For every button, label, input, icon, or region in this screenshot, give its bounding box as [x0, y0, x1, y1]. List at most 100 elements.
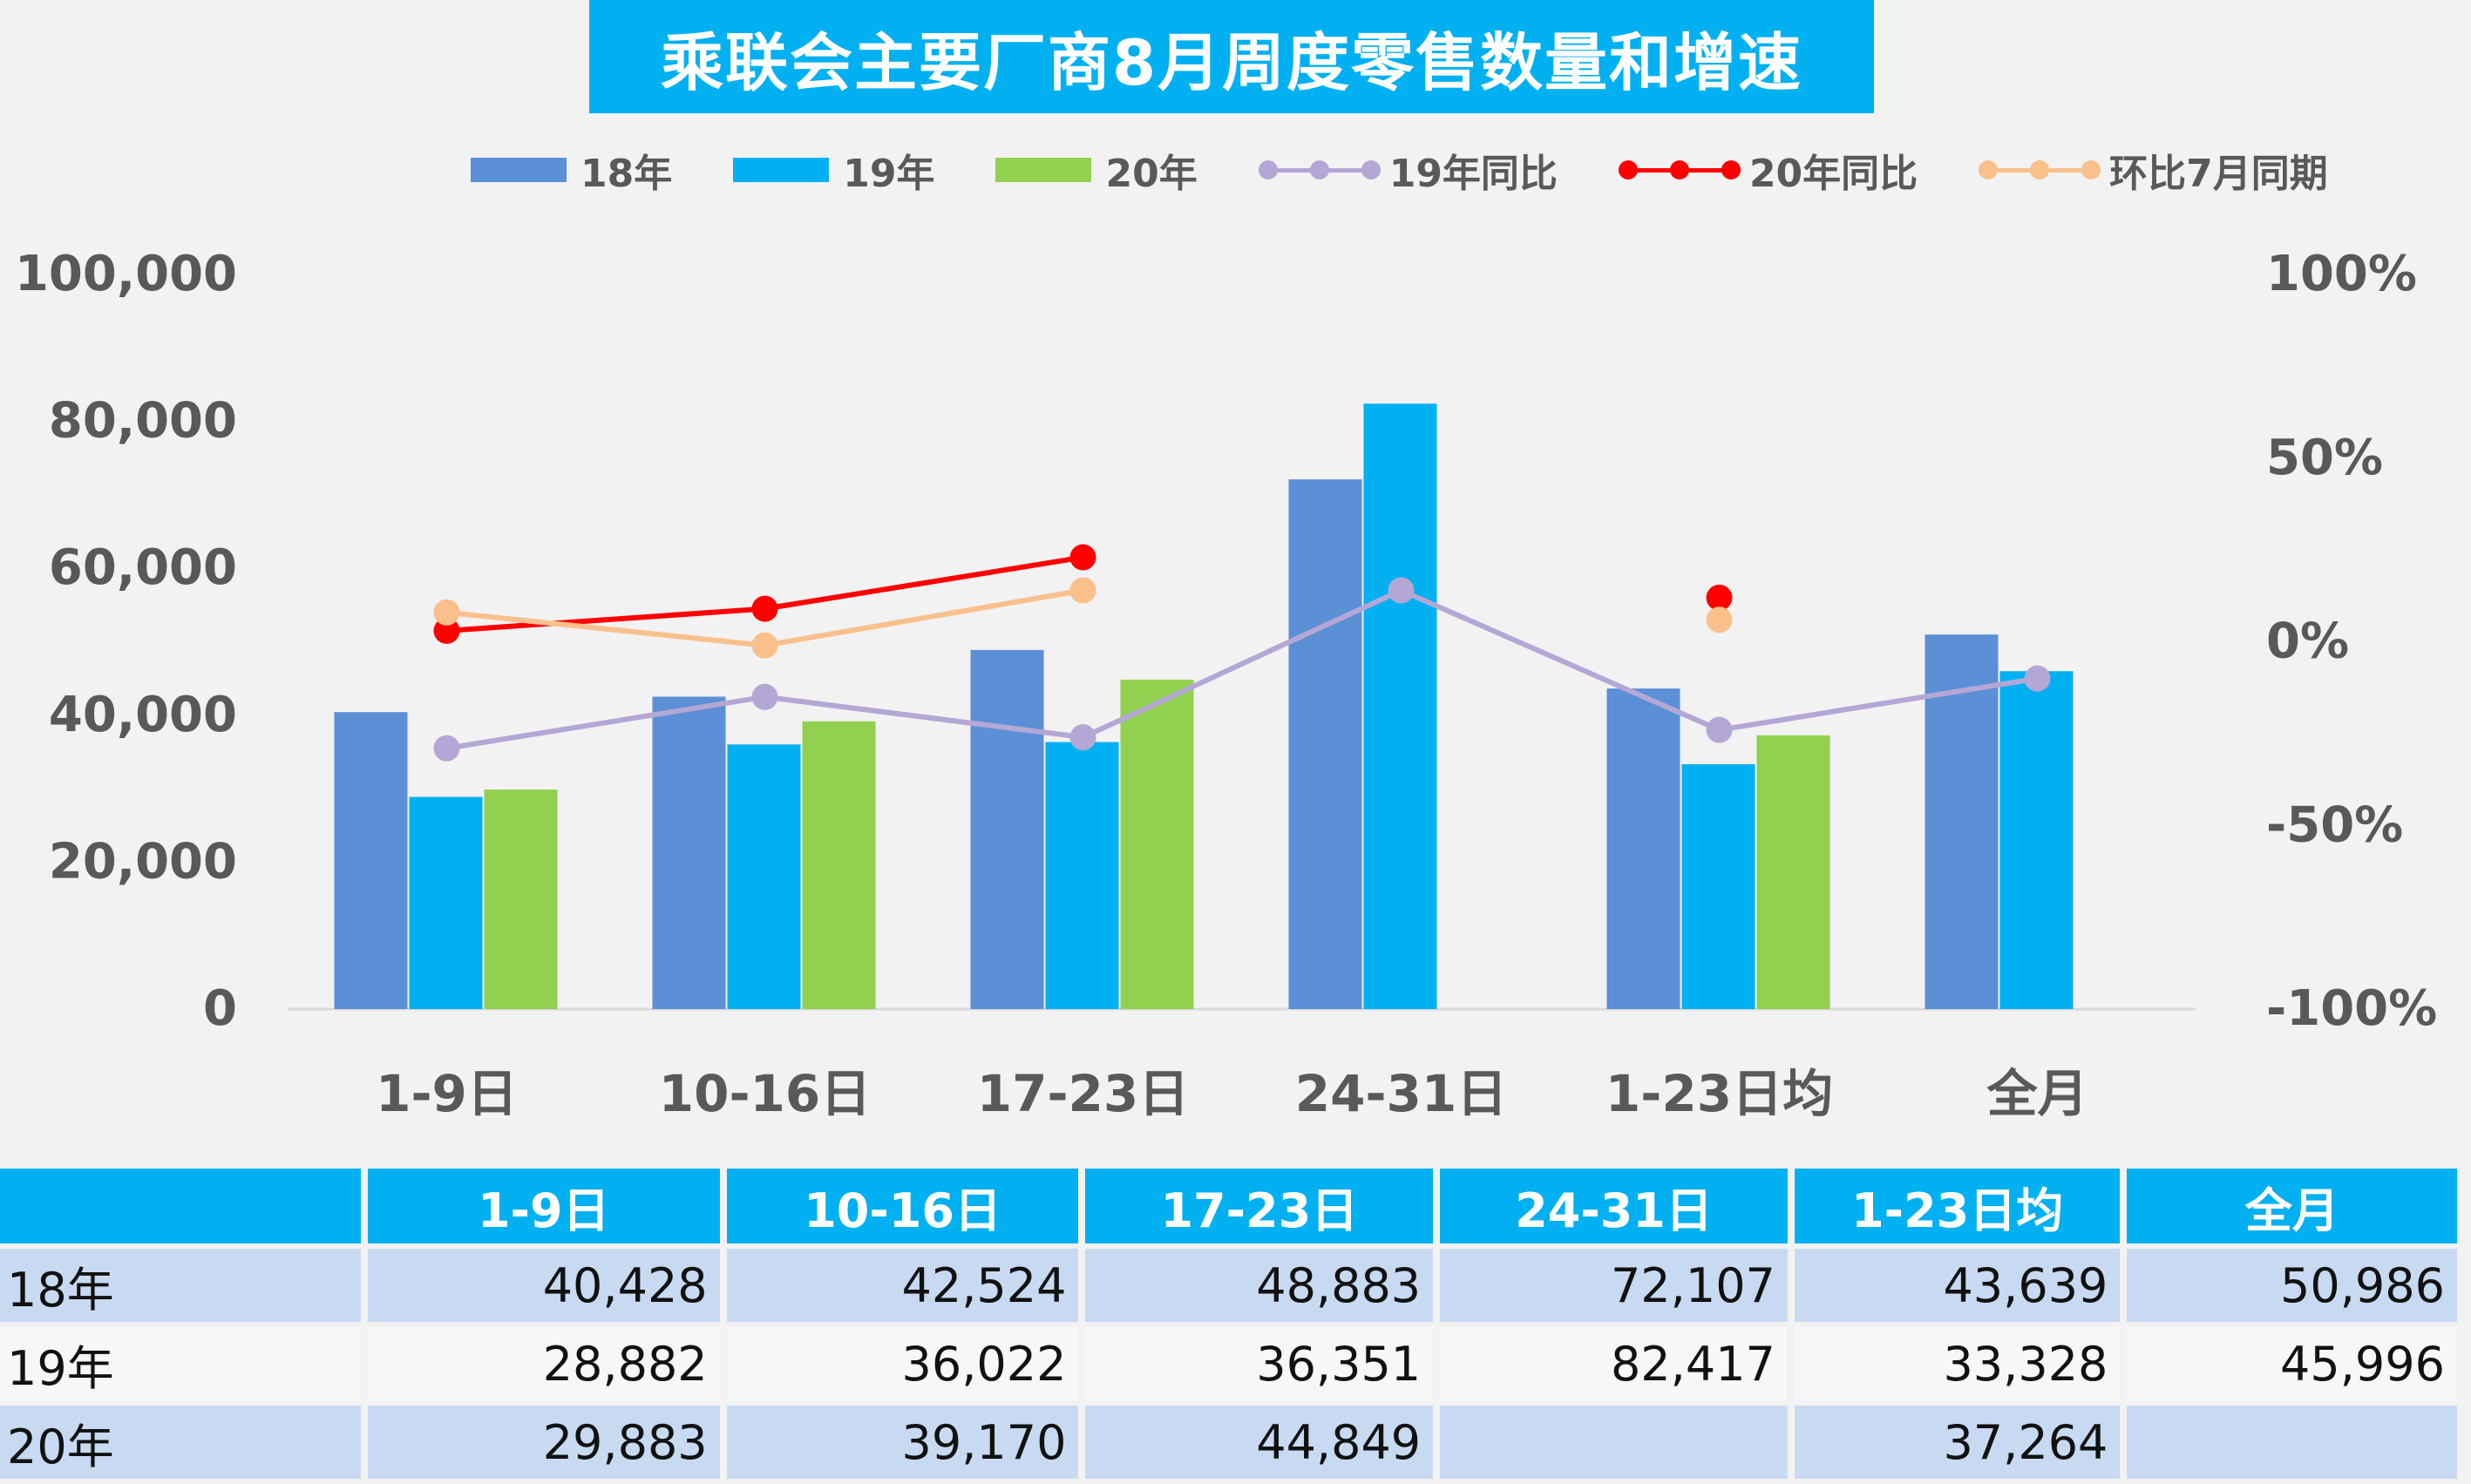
y-left-tick-label: 80,000	[49, 393, 237, 450]
y-left-tick-label: 40,000	[49, 687, 237, 743]
legend-swatch	[1258, 157, 1381, 183]
table-cell: 29,883	[367, 1406, 720, 1479]
point-19年同比	[1706, 716, 1733, 743]
table-cell: 39,170	[726, 1406, 1079, 1479]
table-cell: 40,428	[367, 1249, 720, 1322]
bar-19年	[1045, 742, 1119, 1009]
table-row: 19年 28,882 36,022 36,351 82,417 33,328 4…	[0, 1327, 2457, 1400]
bar-20年	[1756, 735, 1830, 1009]
table-cell: 72,107	[1440, 1249, 1788, 1322]
row-label: 20年	[0, 1406, 361, 1479]
line-19年同比	[446, 587, 2038, 751]
chart-title: 乘联会主要厂商8月周度零售数量和增速	[589, 0, 1874, 113]
bar-19年	[727, 744, 801, 1009]
y-right-tick-label: 0%	[2266, 613, 2349, 670]
table-header-row: 1-9日 10-16日 17-23日 24-31日 1-23日均 全月	[0, 1169, 2457, 1243]
legend-label: 20年同比	[1748, 152, 1918, 196]
chart-plot: 0 20,000 40,000 60,000 80,000 100,000 -100% -50…	[15, 246, 2437, 1123]
y-left-tick-label: 60,000	[49, 539, 237, 596]
table-cell: 28,882	[367, 1327, 720, 1400]
point-19年同比	[1388, 577, 1415, 604]
point-环比7月同期	[1069, 577, 1096, 604]
x-tick-label: 24-31日	[1295, 1064, 1508, 1123]
table-header-cell: 10-16日	[726, 1169, 1079, 1243]
y-right-tick-label: 100%	[2266, 246, 2417, 302]
legend-item: 20年同比	[1618, 142, 1918, 198]
x-tick-label: 全月	[1986, 1064, 2087, 1123]
point-19年同比	[2024, 665, 2051, 692]
point-20年同比	[433, 617, 460, 644]
legend-label: 20年	[1105, 152, 1198, 196]
legend-swatch	[995, 158, 1092, 182]
bar-19年	[409, 796, 483, 1009]
row-label: 18年	[0, 1249, 361, 1322]
bar-19年	[1363, 403, 1437, 1009]
x-tick-label: 10-16日	[659, 1064, 872, 1123]
table-cell: 50,986	[2127, 1249, 2457, 1322]
x-tick-label: 1-9日	[376, 1064, 518, 1123]
point-20年同比	[751, 595, 778, 622]
table-header-cell: 全月	[2127, 1169, 2457, 1243]
point-20年同比	[1069, 544, 1096, 571]
legend-item: 20年	[995, 142, 1198, 198]
legend-item: 19年	[733, 142, 934, 198]
bar-20年	[802, 721, 876, 1009]
y-left-tick-label: 0	[203, 980, 237, 1037]
legend-label: 19年同比	[1388, 152, 1558, 196]
bar-19年	[1999, 671, 2074, 1009]
legend-label: 18年	[580, 152, 673, 196]
bar-19年	[1681, 764, 1755, 1009]
point-19年同比	[751, 683, 778, 710]
y-left-tick-label: 100,000	[15, 246, 237, 302]
legend-item: 18年	[471, 142, 672, 198]
bar-20年	[484, 789, 558, 1009]
bar-18年	[334, 712, 408, 1009]
table-cell: 82,417	[1440, 1327, 1788, 1400]
y-right-tick-label: -100%	[2266, 980, 2437, 1037]
table-cell	[2127, 1406, 2457, 1479]
legend-item: 环比7月同期	[1979, 142, 2328, 198]
point-环比7月同期	[751, 632, 778, 659]
bar-18年	[652, 696, 726, 1009]
legend-swatch	[1979, 157, 2101, 183]
y-right-tick-label: -50%	[2266, 796, 2403, 853]
data-table: 1-9日 10-16日 17-23日 24-31日 1-23日均 全月 18年 …	[0, 1163, 2464, 1484]
table-header-cell: 17-23日	[1085, 1169, 1434, 1243]
point-19年同比	[1069, 724, 1096, 751]
row-label: 19年	[0, 1327, 361, 1400]
y-right-tick-label: 50%	[2266, 430, 2383, 486]
table-cell: 42,524	[726, 1249, 1079, 1322]
table-cell: 43,639	[1794, 1249, 2121, 1322]
table-row: 20年 29,883 39,170 44,849 37,264	[0, 1406, 2457, 1479]
legend-label: 环比7月同期	[2109, 152, 2328, 196]
point-环比7月同期	[433, 599, 460, 626]
legend-label: 19年	[843, 152, 935, 196]
table-cell: 36,022	[726, 1327, 1079, 1400]
bar-18年	[1606, 688, 1680, 1009]
y-left-tick-label: 20,000	[49, 833, 237, 890]
x-tick-label: 17-23日	[977, 1064, 1190, 1123]
table-cell	[1440, 1406, 1788, 1479]
table-row: 18年 40,428 42,524 48,883 72,107 43,639 5…	[0, 1249, 2457, 1322]
table-cell: 48,883	[1085, 1249, 1434, 1322]
table-header-cell: 24-31日	[1440, 1169, 1788, 1243]
table-cell: 37,264	[1794, 1406, 2121, 1479]
table-cell: 36,351	[1085, 1327, 1434, 1400]
table-cell: 44,849	[1085, 1406, 1434, 1479]
bar-18年	[1288, 479, 1362, 1009]
point-19年同比	[433, 735, 460, 762]
bar-20年	[1120, 679, 1194, 1009]
x-tick-label: 1-23日均	[1605, 1064, 1833, 1123]
table-cell: 45,996	[2127, 1327, 2457, 1400]
table-header-cell: 1-9日	[367, 1169, 720, 1243]
legend-item: 19年同比	[1258, 142, 1558, 198]
table-header-cell: 1-23日均	[1794, 1169, 2121, 1243]
table-header-cell	[0, 1169, 361, 1243]
legend-swatch	[471, 158, 567, 182]
bar-18年	[970, 649, 1044, 1009]
chart-legend: 18年 19年 20年 19年同比 20年同比 环比7月同期	[471, 139, 2389, 200]
table-cell: 33,328	[1794, 1327, 2121, 1400]
point-环比7月同期	[1706, 606, 1733, 634]
legend-swatch	[1618, 157, 1741, 183]
point-20年同比	[1706, 584, 1733, 611]
